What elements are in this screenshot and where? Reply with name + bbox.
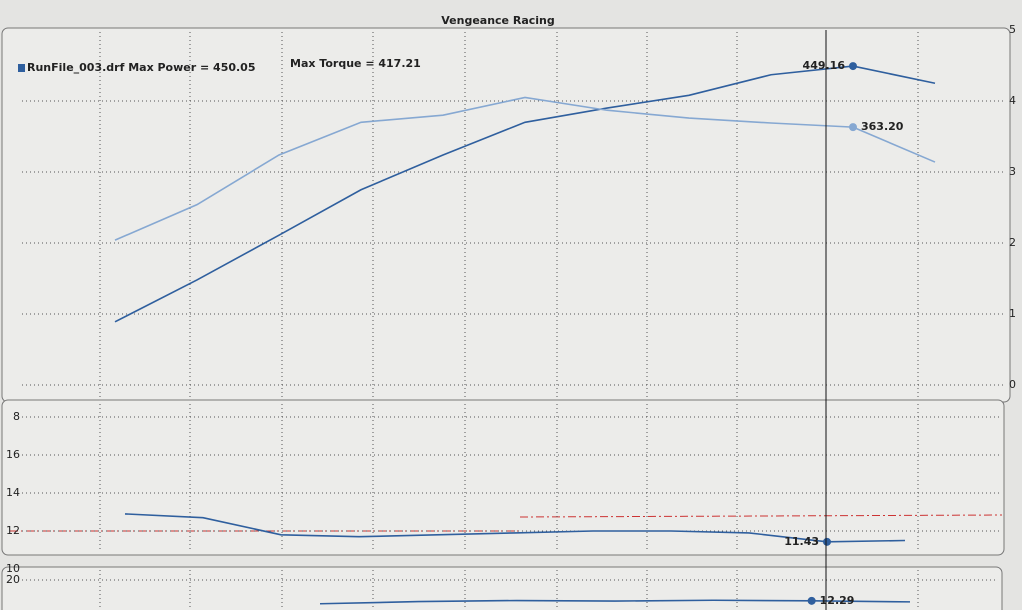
value-label: 363.20 (861, 120, 904, 133)
y-tick-label: 1 (1009, 307, 1016, 320)
y-tick-label: 3 (1009, 165, 1016, 178)
y-tick-label: 10 (6, 562, 20, 575)
y-tick-label: 8 (13, 410, 20, 423)
y-tick-label: 0 (1009, 378, 1016, 391)
line (114, 65, 936, 323)
legend-swatch (18, 64, 25, 72)
marker-dot (823, 537, 831, 546)
panel (1, 27, 1011, 403)
value-label: 11.43 (784, 535, 819, 548)
target-line (519, 514, 1003, 518)
legend-text: RunFile_003.drf Max Power = 450.05 (27, 61, 256, 74)
y-tick-label: 14 (6, 486, 20, 499)
y-tick-label: 16 (6, 448, 20, 461)
marker-dot (849, 123, 857, 132)
line (114, 96, 936, 241)
marker-dot (849, 62, 857, 71)
y-tick-label: 4 (1009, 94, 1016, 107)
page-title: Vengeance Racing (441, 14, 555, 27)
y-tick-label: 12 (6, 524, 20, 537)
y-tick-label: 2 (1009, 236, 1016, 249)
y-tick-label: 20 (6, 573, 20, 586)
panel (1, 566, 1003, 610)
value-label: 449.16 (803, 59, 846, 72)
marker-dot (807, 596, 816, 605)
line (124, 513, 906, 543)
annotation: Max Torque = 417.21 (290, 57, 421, 70)
value-label: 12.29 (820, 594, 855, 607)
y-tick-label: 5 (1009, 23, 1016, 36)
panel (1, 399, 1005, 556)
